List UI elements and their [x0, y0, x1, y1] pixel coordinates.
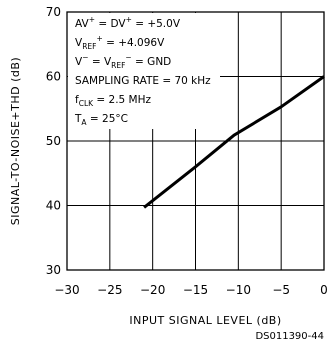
- condition-line: AV+ = DV+ = +5.0V: [75, 15, 181, 30]
- conditions-box: [68, 13, 220, 129]
- y-tick-labels: 30 40 50 60 70: [46, 5, 61, 277]
- y-tick-label: 40: [46, 199, 61, 213]
- y-tick-label: 60: [46, 70, 61, 84]
- x-axis-label: INPUT SIGNAL LEVEL (dB): [129, 314, 281, 327]
- x-tick-label: −10: [226, 283, 251, 297]
- plot-frame: [66, 11, 325, 271]
- x-tick-label: −5: [272, 283, 290, 297]
- x-tick-label: −25: [97, 283, 122, 297]
- x-tick-label: 0: [320, 283, 328, 297]
- y-tick-label: 50: [46, 134, 61, 148]
- condition-line: SAMPLING RATE = 70 kHz: [75, 75, 211, 87]
- condition-line: VREF+ = +4.096V: [75, 34, 165, 51]
- x-tick-label: −20: [140, 283, 165, 297]
- x-tick-labels: −30 −25 −20 −15 −10 −5 0: [54, 283, 327, 297]
- x-tick-label: −30: [54, 283, 79, 297]
- series-line: [143, 75, 325, 209]
- y-axis-label: SIGNAL-TO-NOISE+THD (dB): [9, 57, 22, 225]
- test-conditions: AV+ = DV+ = +5.0V VREF+ = +4.096V V− = VRE…: [74, 15, 211, 127]
- condition-line: fCLK = 2.5 MHz: [75, 94, 152, 108]
- y-tick-label: 30: [46, 263, 61, 277]
- y-tick-label: 70: [46, 5, 61, 19]
- condition-line: V− = VREF− = GND: [75, 53, 171, 70]
- x-tick-label: −15: [183, 283, 208, 297]
- series-layer: [143, 75, 325, 209]
- figure-id: DS011390-44: [255, 331, 324, 342]
- condition-line: TA = 25°C: [74, 113, 128, 127]
